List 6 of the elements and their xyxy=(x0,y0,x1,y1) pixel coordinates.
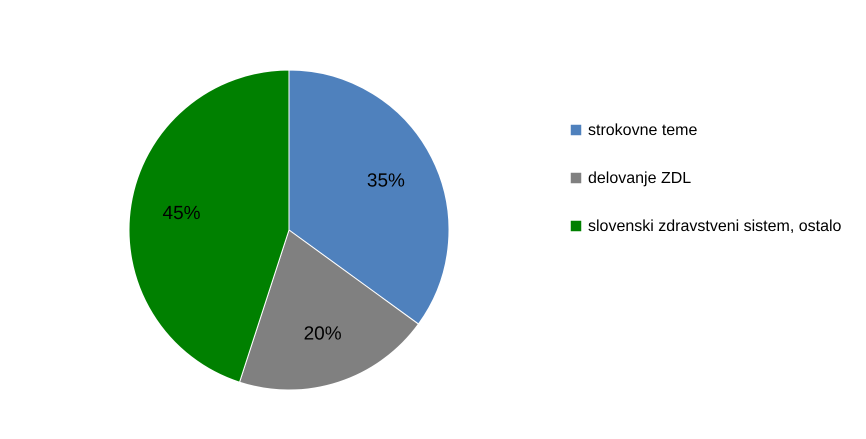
data-label: 20% xyxy=(304,323,342,344)
legend-label: delovanje ZDL xyxy=(588,170,692,187)
data-label: 35% xyxy=(366,170,406,192)
data-label: 45% xyxy=(162,202,201,224)
legend-label: strokovne teme xyxy=(588,122,698,139)
legend-label: slovenski zdravstveni sistem, ostalo xyxy=(588,218,842,235)
